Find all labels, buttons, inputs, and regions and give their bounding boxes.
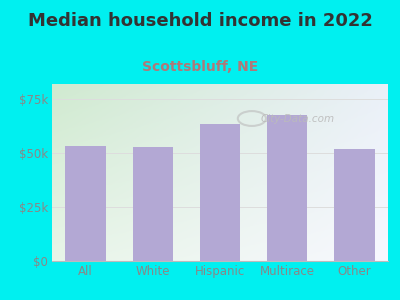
Bar [267,115,307,261]
Bar [66,146,106,261]
Text: City-Data.com: City-Data.com [260,114,334,124]
Bar [133,147,173,261]
Text: Median household income in 2022: Median household income in 2022 [28,12,372,30]
Bar [200,124,240,261]
Bar [334,149,374,261]
Text: Scottsbluff, NE: Scottsbluff, NE [142,60,258,74]
